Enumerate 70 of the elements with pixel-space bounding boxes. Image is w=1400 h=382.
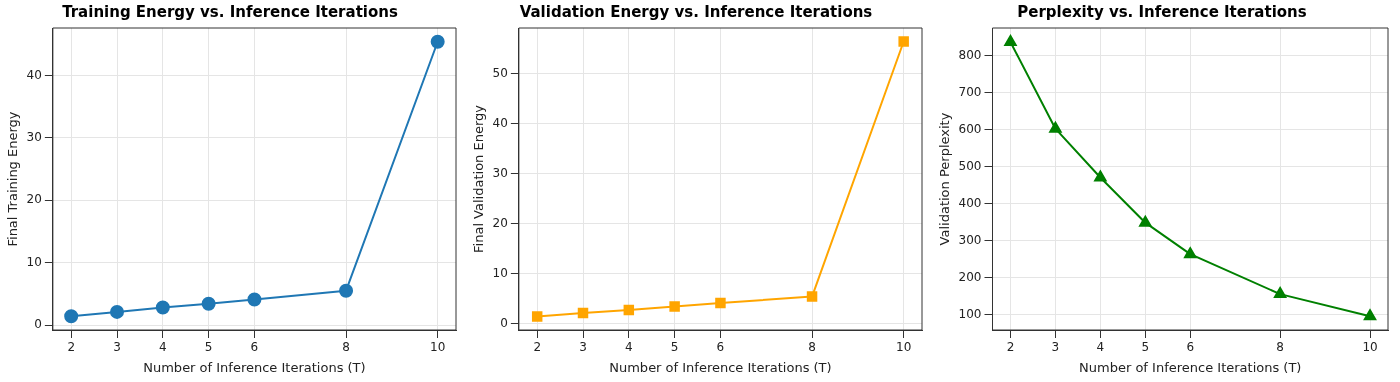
point: [1273, 287, 1287, 299]
y-tick-label: 0: [34, 317, 42, 332]
x-tick-label: 5: [670, 340, 679, 355]
x-tick-label: 6: [716, 340, 725, 355]
y-tick-label: 40: [492, 115, 508, 130]
point: [623, 304, 635, 316]
point: [430, 34, 445, 49]
point: [247, 292, 262, 307]
x-tick-label: 6: [1186, 340, 1195, 355]
x-tick-label: 8: [808, 340, 816, 355]
x-tick-label: 6: [250, 340, 259, 355]
point: [1094, 170, 1107, 182]
y-axis-title: Final Validation Energy: [471, 104, 487, 253]
x-tick-label: 8: [1276, 340, 1284, 355]
point: [1049, 121, 1062, 133]
x-tick-label: 5: [204, 340, 213, 355]
x-tick-label: 10: [430, 340, 446, 355]
chart-title: Perplexity vs. Inference Iterations: [1017, 2, 1307, 21]
x-axis-title: Number of Inference Iterations (T): [609, 359, 832, 375]
y-tick-label: 10: [492, 265, 508, 280]
y-axis-title: Final Training Energy: [5, 111, 21, 247]
y-tick-label: 30: [492, 165, 508, 180]
y-tick-label: 20: [26, 192, 42, 207]
chart-title: Validation Energy vs. Inference Iterations: [519, 2, 873, 21]
point: [669, 301, 680, 312]
x-tick-label: 4: [624, 340, 633, 355]
y-tick-label: 50: [492, 66, 508, 81]
x-tick-label: 8: [342, 340, 350, 355]
point: [1139, 215, 1152, 227]
point: [1184, 247, 1197, 259]
point: [531, 311, 543, 322]
x-tick-label: 3: [579, 340, 587, 355]
x-axis-title: Number of Inference Iterations (T): [1079, 359, 1302, 375]
x-tick-label: 3: [113, 340, 121, 355]
point: [1004, 35, 1017, 47]
y-tick-label: 500: [958, 158, 982, 173]
x-axis-title: Number of Inference Iterations (T): [143, 359, 366, 375]
x-tick-label: 4: [158, 340, 167, 355]
x-tick-label: 2: [67, 340, 76, 355]
y-tick-label: 800: [958, 47, 982, 62]
y-axis-title: Validation Perplexity: [937, 112, 953, 246]
y-tick-label: 100: [958, 306, 982, 321]
point: [64, 309, 79, 324]
y-tick-label: 400: [958, 195, 982, 210]
x-tick-label: 2: [1006, 340, 1015, 355]
point: [1363, 309, 1377, 321]
point: [339, 283, 354, 298]
y-tick-label: 0: [500, 315, 508, 330]
y-tick-label: 700: [958, 84, 982, 99]
x-tick-label: 2: [533, 340, 542, 355]
y-tick-label: 200: [958, 269, 982, 284]
x-tick-label: 3: [1051, 340, 1060, 355]
point: [898, 36, 909, 47]
x-tick-label: 5: [1141, 340, 1150, 355]
point: [806, 291, 818, 302]
point: [715, 297, 726, 309]
y-tick-label: 300: [958, 232, 982, 247]
point: [110, 304, 124, 319]
x-tick-label: 10: [896, 340, 912, 355]
point: [155, 300, 170, 315]
y-tick-label: 600: [958, 121, 982, 136]
point: [577, 307, 589, 319]
x-tick-label: 10: [1362, 340, 1378, 355]
x-tick-label: 4: [1096, 340, 1105, 355]
y-tick-label: 30: [26, 129, 42, 144]
y-tick-label: 10: [26, 254, 42, 269]
point: [201, 296, 216, 311]
y-tick-label: 20: [492, 215, 508, 230]
chart-title: Training Energy vs. Inference Iterations: [62, 2, 398, 21]
y-tick-label: 40: [26, 67, 42, 82]
